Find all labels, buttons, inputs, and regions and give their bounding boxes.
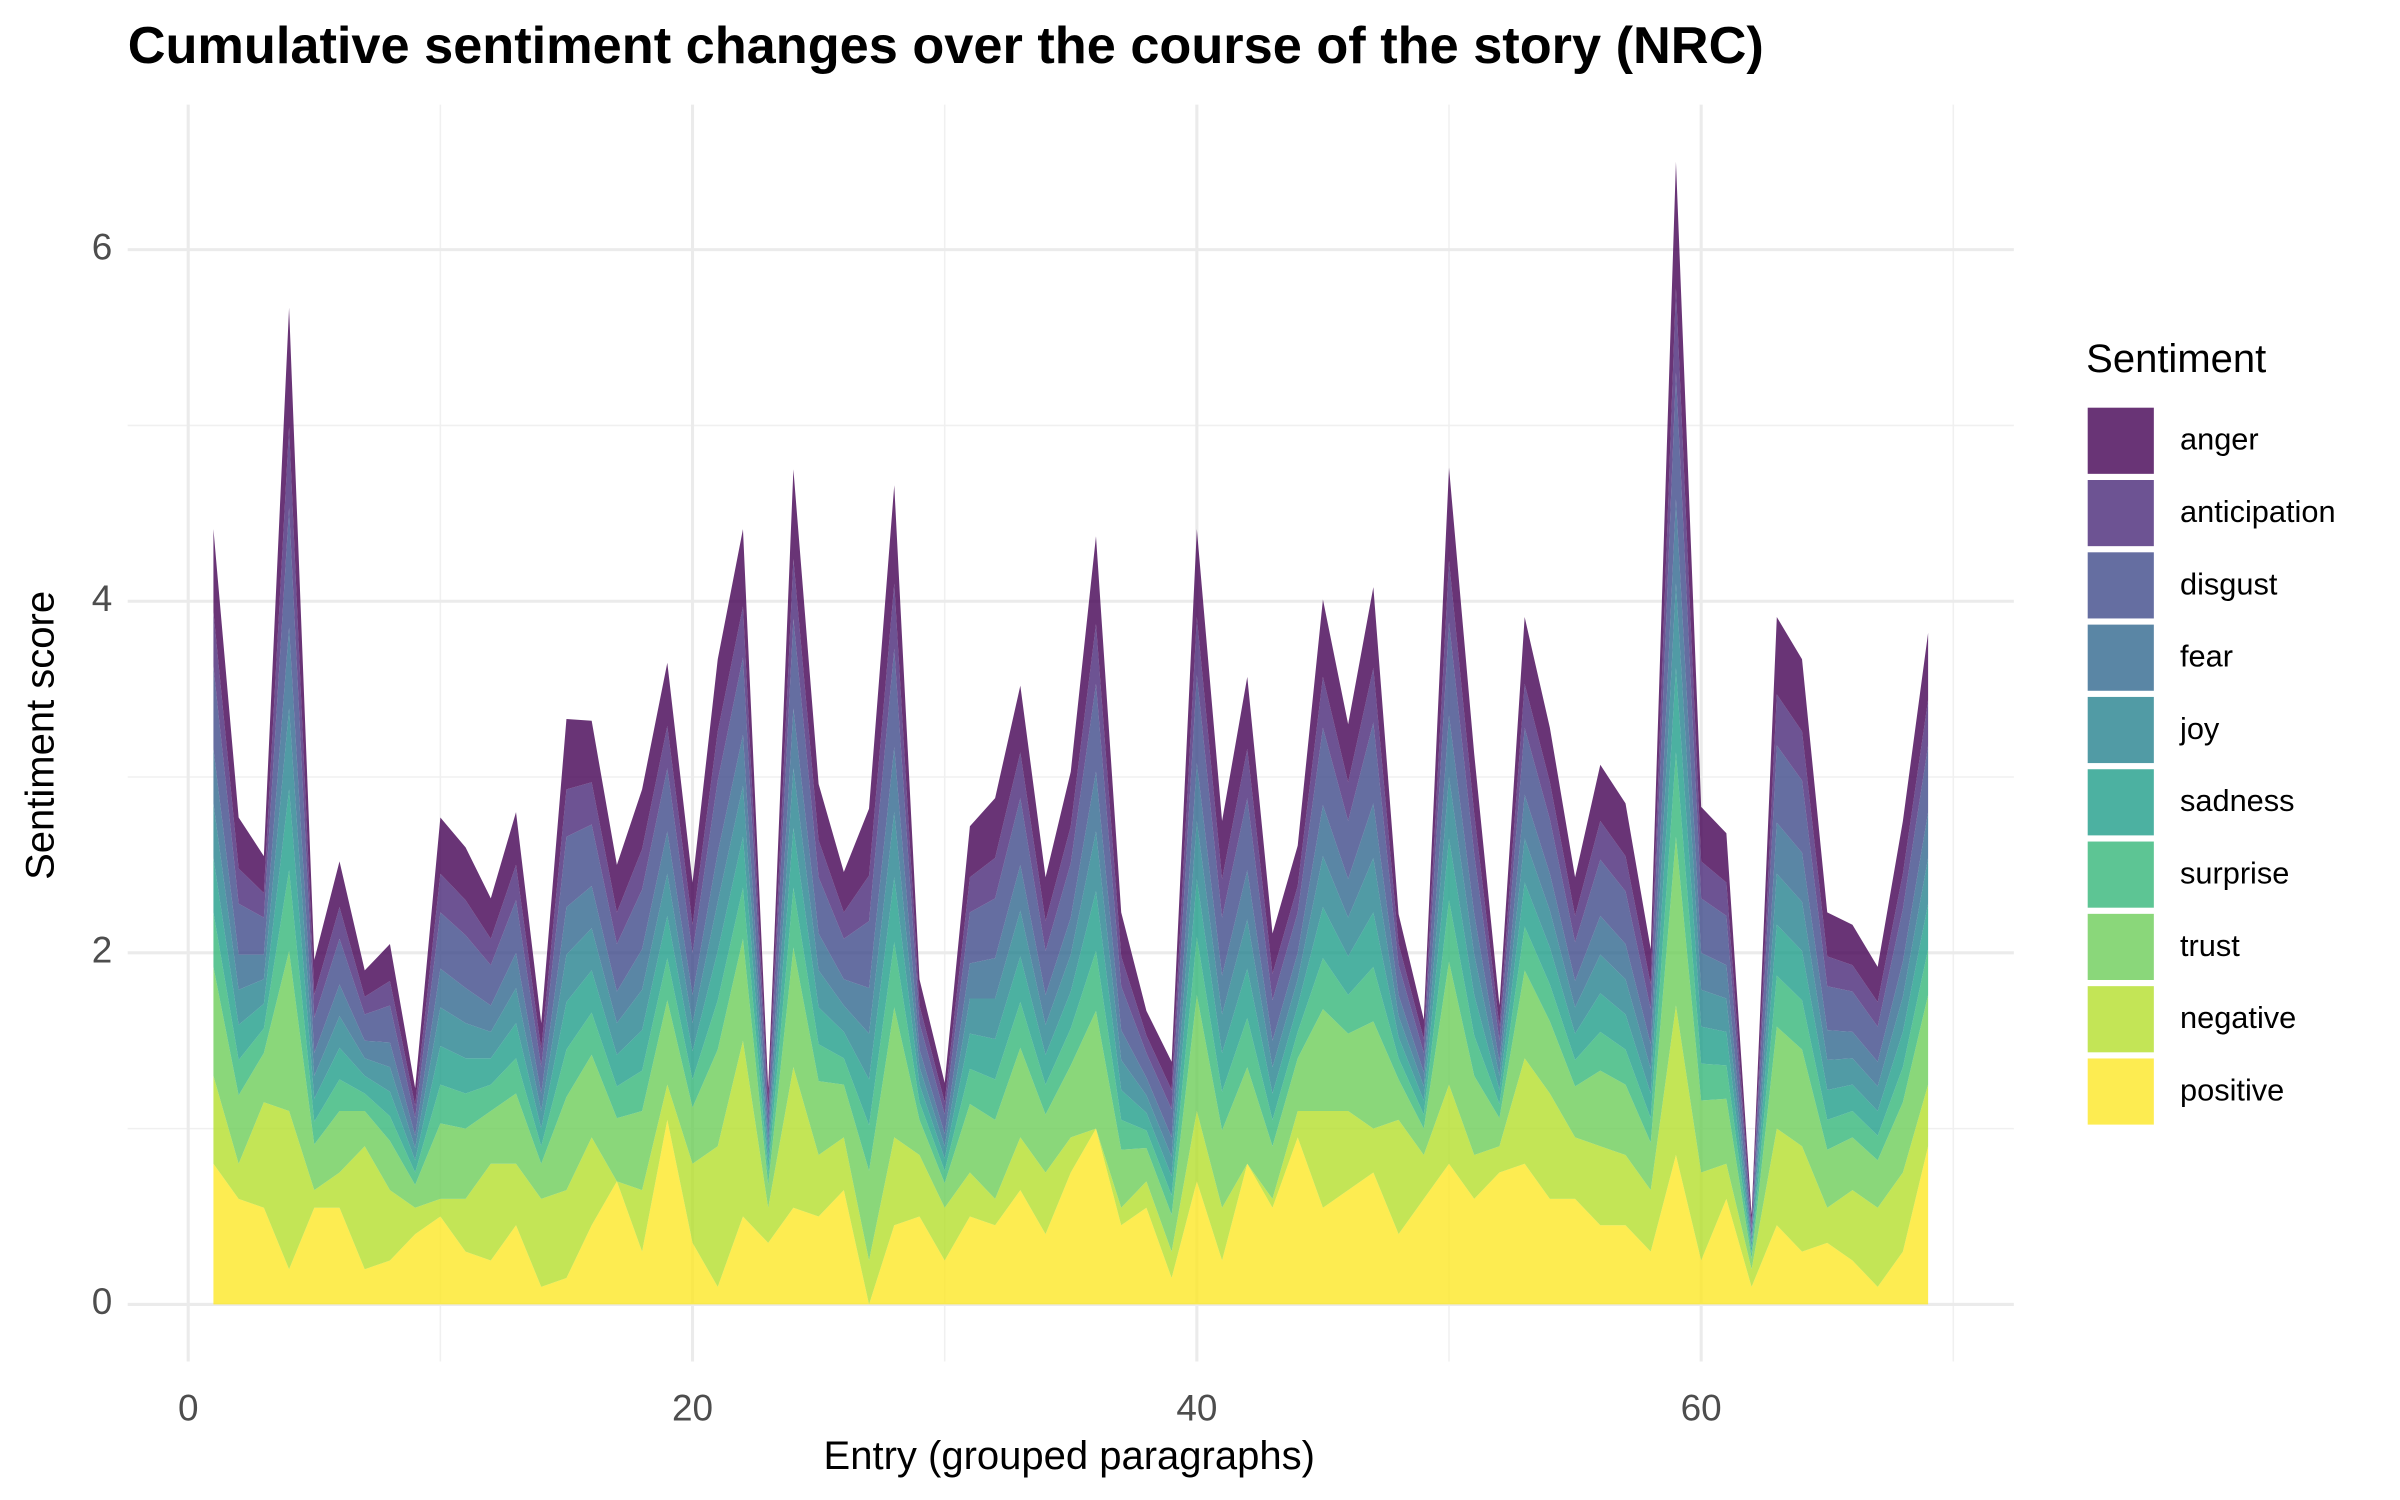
legend-key (2087, 552, 2154, 619)
y-tick-label: 4 (92, 578, 113, 619)
legend-label: negative (2180, 1000, 2296, 1035)
area (213, 1119, 1929, 1305)
legend-label: joy (2179, 711, 2220, 746)
y-tick-label: 2 (92, 930, 113, 971)
area (213, 499, 1929, 1243)
legend-label: positive (2180, 1072, 2284, 1107)
legend-key (2087, 913, 2154, 980)
legend-key (2087, 1058, 2154, 1125)
legend-title: Sentiment (2086, 337, 2266, 381)
area (213, 372, 1929, 1238)
legend-key (2087, 841, 2154, 908)
legend-label: anticipation (2180, 494, 2336, 529)
legend-label: disgust (2180, 566, 2278, 601)
y-tick-label: 0 (92, 1281, 113, 1322)
area (213, 1005, 1929, 1305)
y-axis-label: Sentiment score (19, 591, 63, 880)
area (213, 836, 1929, 1270)
chart-title: Cumulative sentiment changes over the co… (128, 17, 1764, 75)
legend-key (2087, 407, 2154, 474)
legend-label: surprise (2180, 856, 2289, 891)
area (213, 161, 1929, 1224)
legend-label: fear (2180, 639, 2233, 674)
legend-key (2087, 696, 2154, 764)
area (213, 668, 1929, 1254)
area (213, 583, 1929, 1249)
legend-key (2087, 624, 2154, 691)
legend-label: sadness (2180, 783, 2295, 818)
x-tick-label: 60 (1681, 1388, 1722, 1429)
legend-label: trust (2180, 928, 2240, 963)
x-tick-label: 20 (672, 1388, 713, 1429)
legend-label: anger (2180, 422, 2259, 457)
legend-key (2087, 769, 2154, 836)
x-axis-label: Entry (grouped paragraphs) (824, 1434, 1315, 1478)
x-tick-label: 0 (178, 1388, 199, 1429)
area (213, 752, 1929, 1259)
legend-key (2087, 480, 2154, 547)
x-tick-label: 40 (1176, 1388, 1217, 1429)
y-tick-label: 6 (92, 226, 113, 267)
legend-key (2087, 986, 2154, 1053)
